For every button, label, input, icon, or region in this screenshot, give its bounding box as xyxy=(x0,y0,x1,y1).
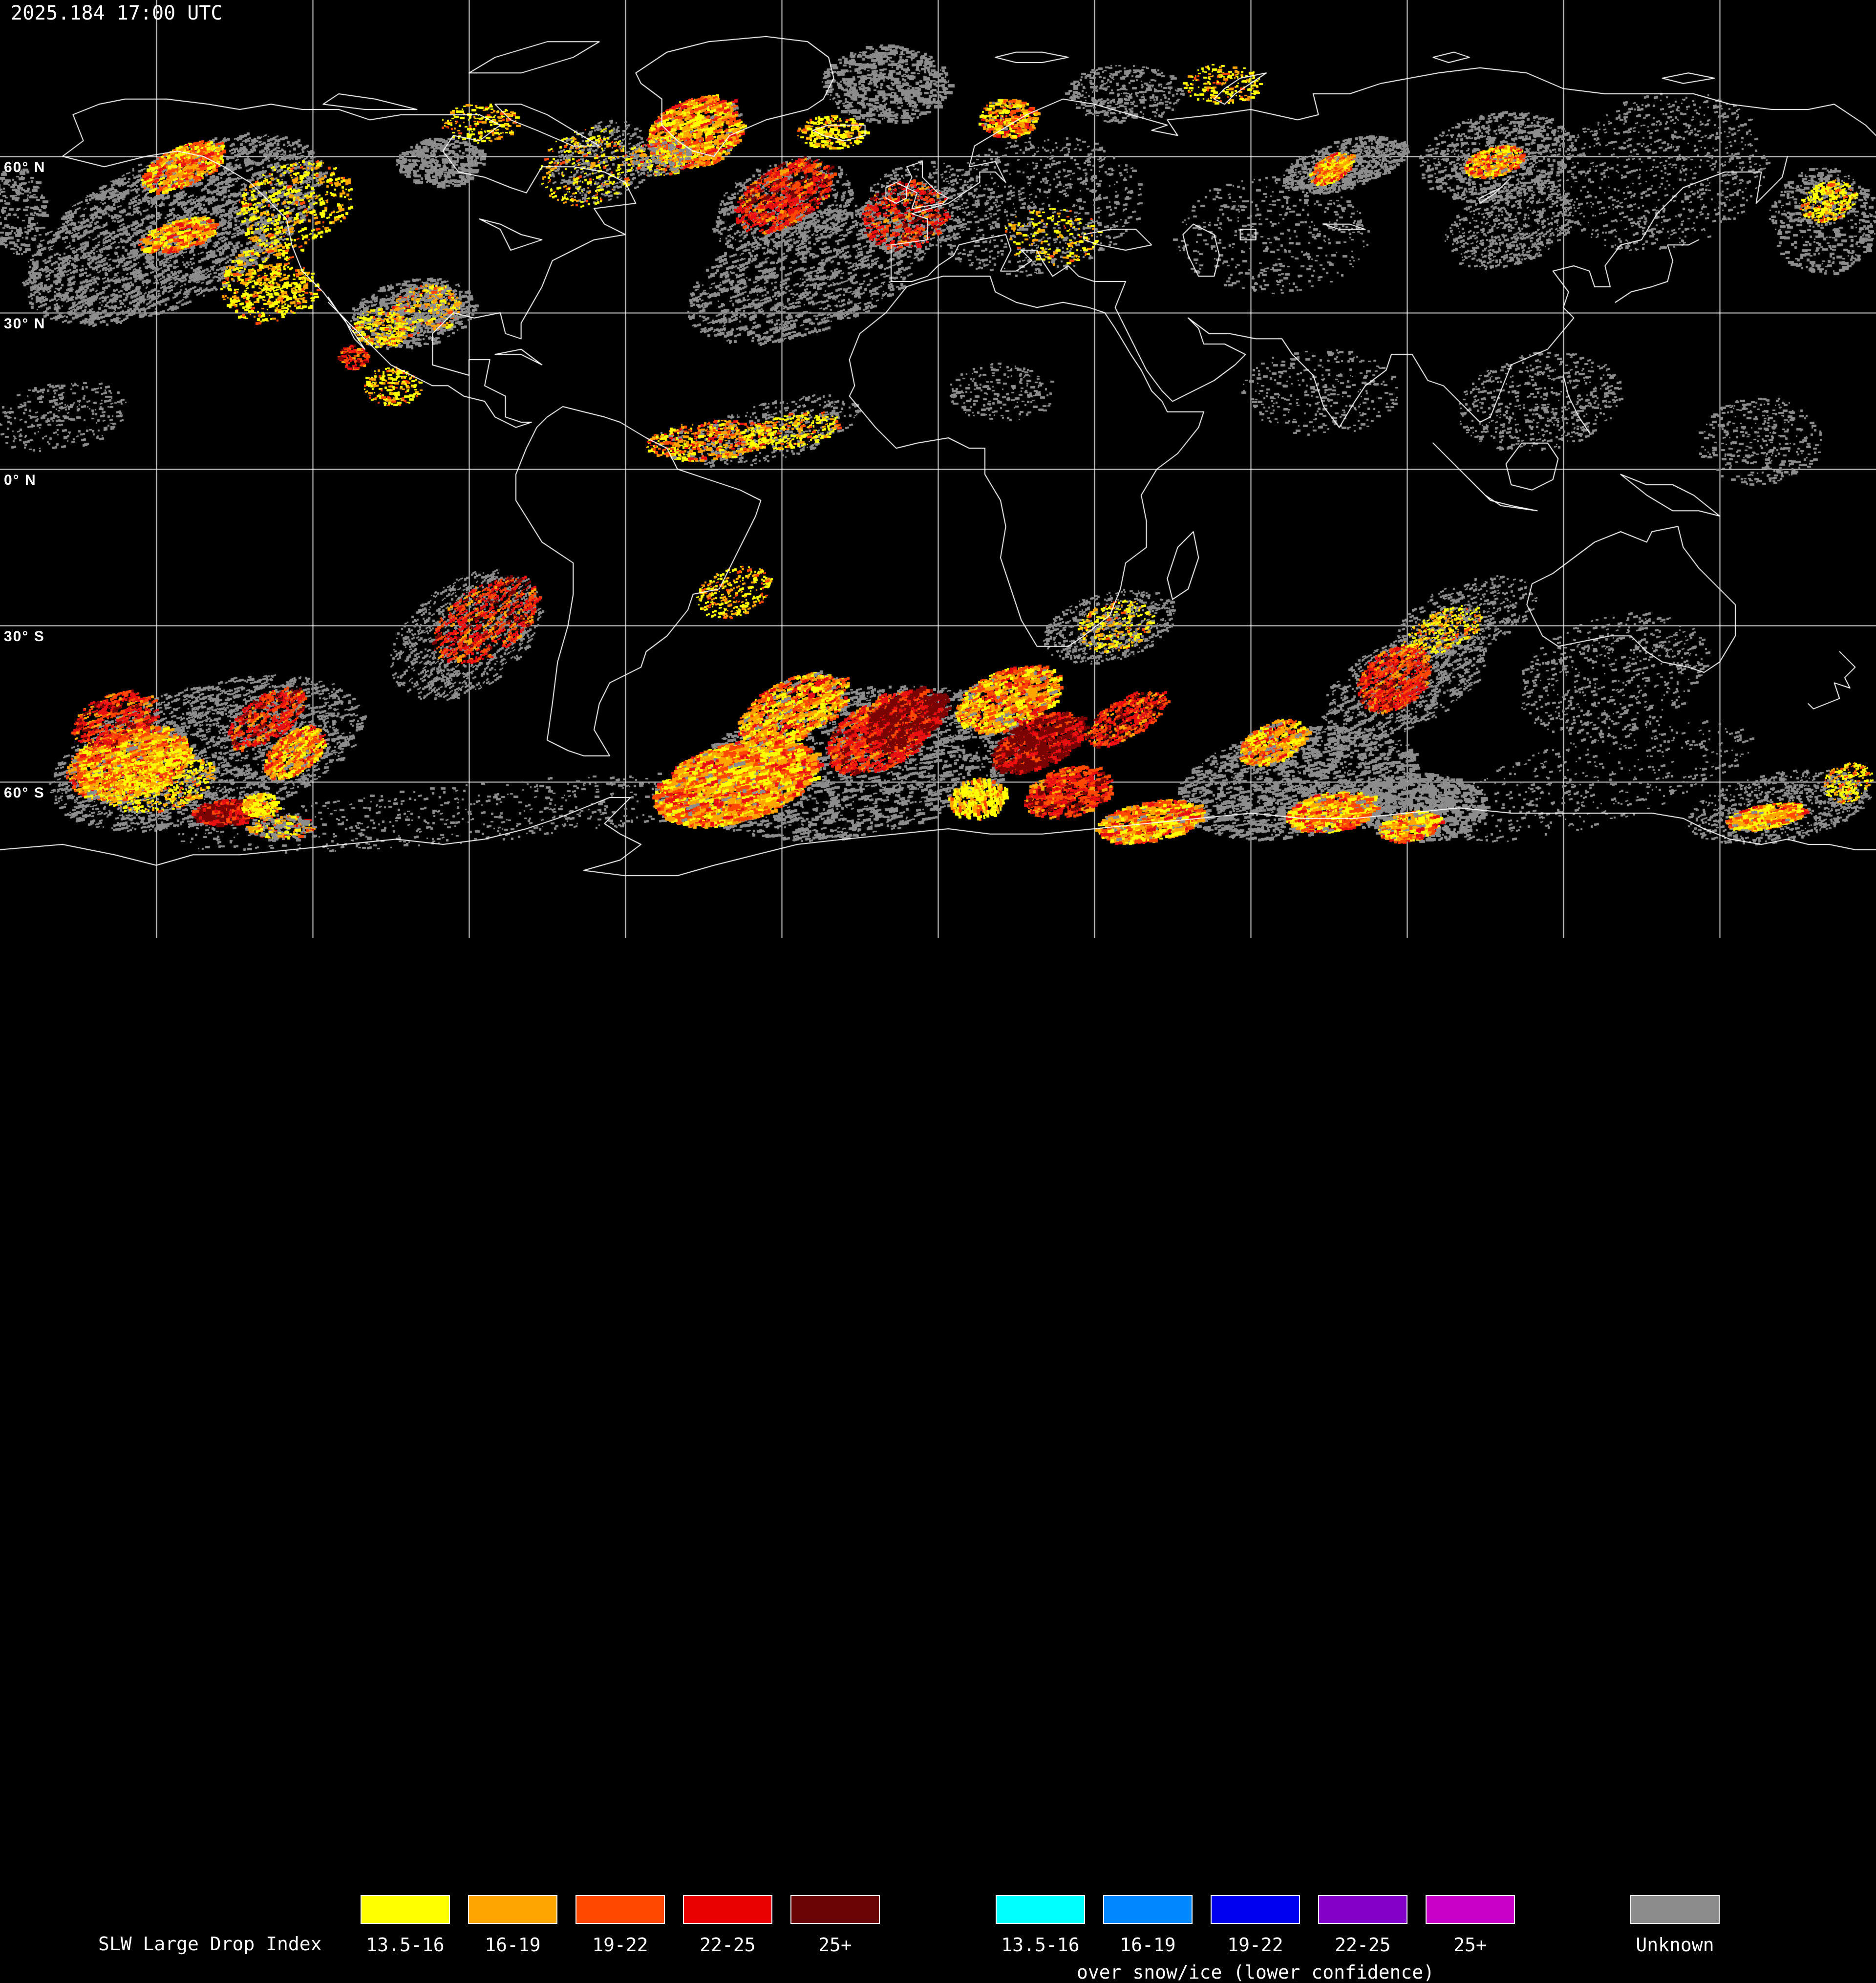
legend-cool-swatch-0 xyxy=(996,1895,1085,1924)
legend-cool-label-1: 16-19 xyxy=(1120,1934,1176,1956)
legend-warm-item-0: 13.5-16 xyxy=(361,1895,450,1956)
legend-warm-label-0: 13.5-16 xyxy=(366,1934,445,1956)
lat-label-30n: 30° N xyxy=(4,316,46,332)
legend-cool-item-3: 22-25 xyxy=(1318,1895,1407,1956)
legend-warm-swatch-3 xyxy=(683,1895,772,1924)
legend-cool-swatch-4 xyxy=(1426,1895,1515,1924)
lat-label-60n: 60° N xyxy=(4,159,46,175)
legend-cool-swatch-3 xyxy=(1318,1895,1407,1924)
legend-cool-item-2: 19-22 xyxy=(1211,1895,1300,1956)
lat-label-60s: 60° S xyxy=(4,785,45,801)
legend-warm-swatch-4 xyxy=(790,1895,880,1924)
timestamp: 2025.184 17:00 UTC xyxy=(11,2,223,24)
legend-cool-label-3: 22-25 xyxy=(1335,1934,1391,1956)
legend-warm-label-1: 16-19 xyxy=(485,1934,541,1956)
legend-cool-swatch-2 xyxy=(1211,1895,1300,1924)
legend-group-standard: 13.5-16 16-19 19-22 22-25 25+ xyxy=(361,1895,880,1956)
legend-warm-label-4: 25+ xyxy=(818,1934,852,1956)
legend-cool-item-1: 16-19 xyxy=(1103,1895,1193,1956)
legend-warm-item-1: 16-19 xyxy=(468,1895,557,1956)
legend-cool-label-0: 13.5-16 xyxy=(1001,1934,1080,1956)
legend-group-unknown: Unknown xyxy=(1630,1895,1720,1956)
legend-warm-item-4: 25+ xyxy=(790,1895,880,1956)
legend-warm-item-2: 19-22 xyxy=(576,1895,665,1956)
legend-warm-label-3: 22-25 xyxy=(700,1934,756,1956)
legend-warm-swatch-0 xyxy=(361,1895,450,1924)
legend-unknown-label-0: Unknown xyxy=(1636,1934,1714,1956)
legend-warm-item-3: 22-25 xyxy=(683,1895,772,1956)
legend-cool-label-2: 19-22 xyxy=(1227,1934,1283,1956)
legend-bar: SLW Large Drop Index 13.5-16 16-19 19-22 22… xyxy=(0,938,1876,1983)
legend-warm-swatch-2 xyxy=(576,1895,665,1924)
lat-label-30s: 30° S xyxy=(4,628,45,645)
legend-warm-swatch-1 xyxy=(468,1895,557,1924)
legend-cool-label-4: 25+ xyxy=(1453,1934,1487,1956)
legend-unknown-swatch-0 xyxy=(1630,1895,1720,1924)
lat-label-0n: 0° N xyxy=(4,472,37,488)
world-map-canvas xyxy=(0,0,1876,938)
legend-cool-item-4: 25+ xyxy=(1426,1895,1515,1956)
legend-cool-item-0: 13.5-16 xyxy=(996,1895,1085,1956)
legend-snow-ice-caption: over snow/ice (lower confidence) xyxy=(1076,1961,1435,1983)
legend-title: SLW Large Drop Index xyxy=(98,1933,322,1955)
legend-unknown-item-0: Unknown xyxy=(1630,1895,1720,1956)
legend-group-snow-ice: 13.5-16 16-19 19-22 22-25 25+ xyxy=(996,1895,1515,1956)
legend-cool-swatch-1 xyxy=(1103,1895,1193,1924)
legend-warm-label-2: 19-22 xyxy=(592,1934,648,1956)
